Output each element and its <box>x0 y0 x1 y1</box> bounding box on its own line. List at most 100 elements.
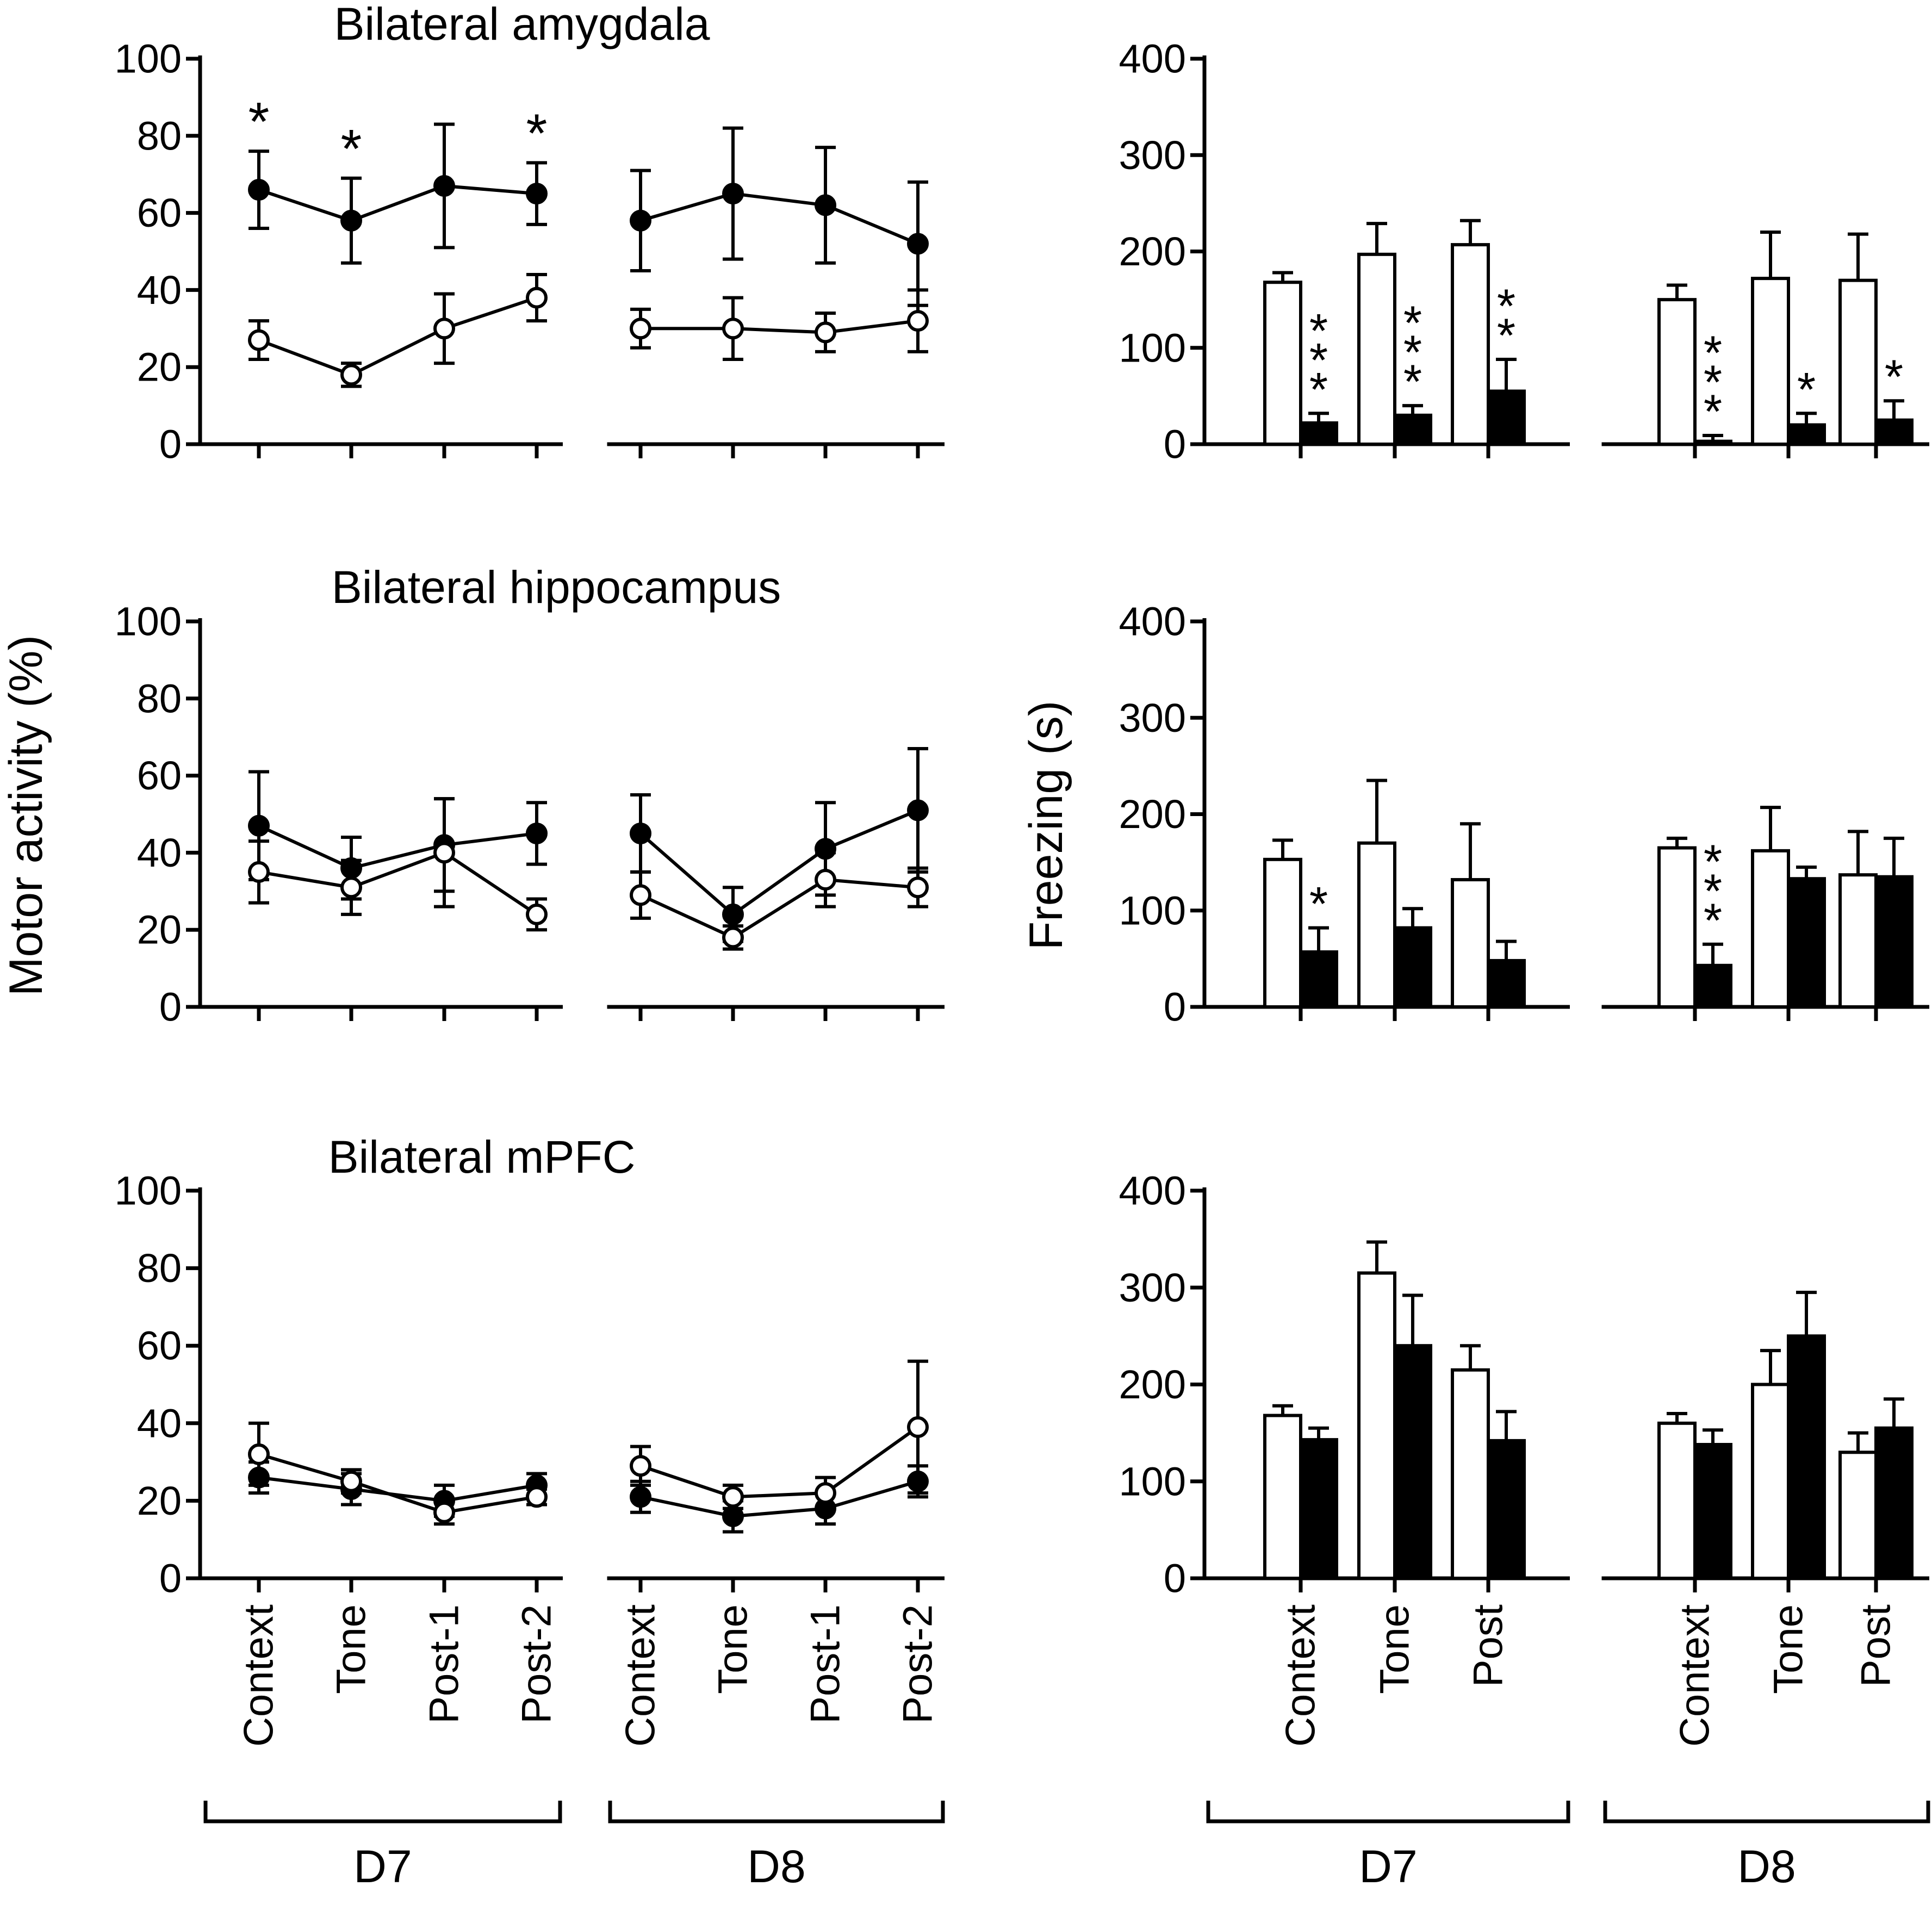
black-bar <box>1693 963 1732 1009</box>
black-bar <box>1299 950 1338 1009</box>
open-marker <box>248 329 270 351</box>
open-marker <box>815 869 836 891</box>
panel-hippocampus-motor: 0 20 40 60 80 100 <box>115 599 945 1030</box>
white-bar <box>1357 1271 1396 1580</box>
y-tick-label: 400 <box>1119 36 1186 82</box>
session-bracket <box>608 1801 945 1823</box>
y-tick-label: 80 <box>137 113 182 158</box>
y-tick-label: 0 <box>159 422 182 467</box>
filled-marker <box>630 209 651 232</box>
y-tick-label: 40 <box>137 830 182 875</box>
panel-title-hippocampus: Bilateral hippocampus <box>331 562 781 613</box>
black-bar <box>1787 423 1826 446</box>
black-bar <box>1487 958 1526 1009</box>
x-category-label: Post-2 <box>514 1604 560 1724</box>
session-label: D7 <box>353 1841 412 1892</box>
x-category-label: Context <box>1278 1604 1324 1747</box>
x-category-label: Tone <box>1766 1604 1812 1694</box>
y-tick-label: 80 <box>137 676 182 721</box>
white-bar <box>1263 281 1302 446</box>
y-tick-label: 100 <box>1119 888 1186 933</box>
series-line <box>258 184 537 222</box>
open-marker <box>907 310 929 332</box>
y-tick-label: 0 <box>159 985 182 1030</box>
significance-marker: * <box>526 103 548 164</box>
y-tick-label: 0 <box>1164 985 1186 1030</box>
filled-marker <box>340 209 362 232</box>
y-tick-label: 60 <box>137 1323 182 1368</box>
white-bar <box>1838 278 1878 446</box>
open-marker <box>630 1455 651 1477</box>
significance-marker: * <box>249 91 270 152</box>
white-bar <box>1838 1451 1878 1580</box>
open-marker <box>722 926 744 949</box>
freezing-axis-label: Freezing (s) <box>1020 700 1072 950</box>
significance-marker: * <box>1309 877 1328 931</box>
open-marker <box>433 842 455 864</box>
session-bracket <box>1206 1801 1570 1823</box>
open-marker <box>526 1486 548 1508</box>
filled-marker <box>526 183 548 205</box>
significance-marker: ** <box>1497 279 1515 362</box>
session-label: D7 <box>1359 1841 1417 1892</box>
filled-marker <box>526 822 548 844</box>
open-marker <box>340 364 362 386</box>
x-category-label: Post <box>1465 1604 1512 1687</box>
significance-marker: * <box>1797 362 1816 416</box>
open-marker <box>248 861 270 883</box>
series-line <box>258 1476 537 1503</box>
y-tick-label: 0 <box>159 1556 182 1601</box>
black-bar <box>1874 875 1914 1009</box>
x-category-label: Post <box>1853 1604 1899 1687</box>
y-tick-label: 300 <box>1119 133 1186 178</box>
significance-marker: * <box>341 119 362 179</box>
y-tick-label: 100 <box>115 36 182 82</box>
panel-mpfc-motor: 0 20 40 60 80 100 <box>115 1168 945 1601</box>
black-bar <box>1693 439 1732 446</box>
white-bar <box>1451 1368 1490 1580</box>
white-bar <box>1657 298 1697 446</box>
black-bar <box>1393 1344 1432 1580</box>
y-tick-label: 100 <box>115 599 182 644</box>
filled-marker <box>433 175 455 197</box>
white-bar <box>1838 873 1878 1009</box>
white-bar <box>1751 1383 1790 1580</box>
black-bar <box>1487 1439 1526 1580</box>
y-tick-label: 100 <box>1119 325 1186 370</box>
filled-marker <box>722 903 744 925</box>
filled-marker <box>248 179 270 201</box>
open-marker <box>630 318 651 340</box>
x-category-label: Context <box>1672 1604 1718 1747</box>
series-line <box>640 1479 918 1518</box>
open-marker <box>630 884 651 906</box>
significance-marker: *** <box>1309 303 1328 416</box>
y-tick-label: 0 <box>1164 422 1186 467</box>
series-line <box>258 851 538 916</box>
black-bar <box>1487 389 1526 446</box>
y-tick-label: 60 <box>137 190 182 235</box>
y-tick-label: 40 <box>137 267 182 313</box>
session-label: D8 <box>747 1841 805 1892</box>
y-tick-label: 20 <box>137 907 182 953</box>
white-bar <box>1751 277 1790 446</box>
filled-marker <box>907 233 929 255</box>
black-bar <box>1787 1334 1826 1580</box>
black-bar <box>1393 413 1432 446</box>
x-category-label: Post-2 <box>895 1604 941 1724</box>
significance-marker: *** <box>1704 835 1722 947</box>
y-tick-label: 100 <box>115 1168 182 1213</box>
open-marker <box>907 876 929 899</box>
session-bracket <box>1603 1801 1930 1823</box>
session-label: D8 <box>1737 1841 1796 1892</box>
open-marker <box>907 1416 929 1438</box>
black-bar <box>1693 1443 1732 1580</box>
open-marker <box>722 318 744 340</box>
filled-marker <box>630 822 651 844</box>
filled-marker <box>722 183 744 205</box>
bottom-axis-labels: Context Tone Post-1 Post-2 Context Tone Post-1… <box>203 1604 1930 1892</box>
y-tick-label: 20 <box>137 345 182 390</box>
